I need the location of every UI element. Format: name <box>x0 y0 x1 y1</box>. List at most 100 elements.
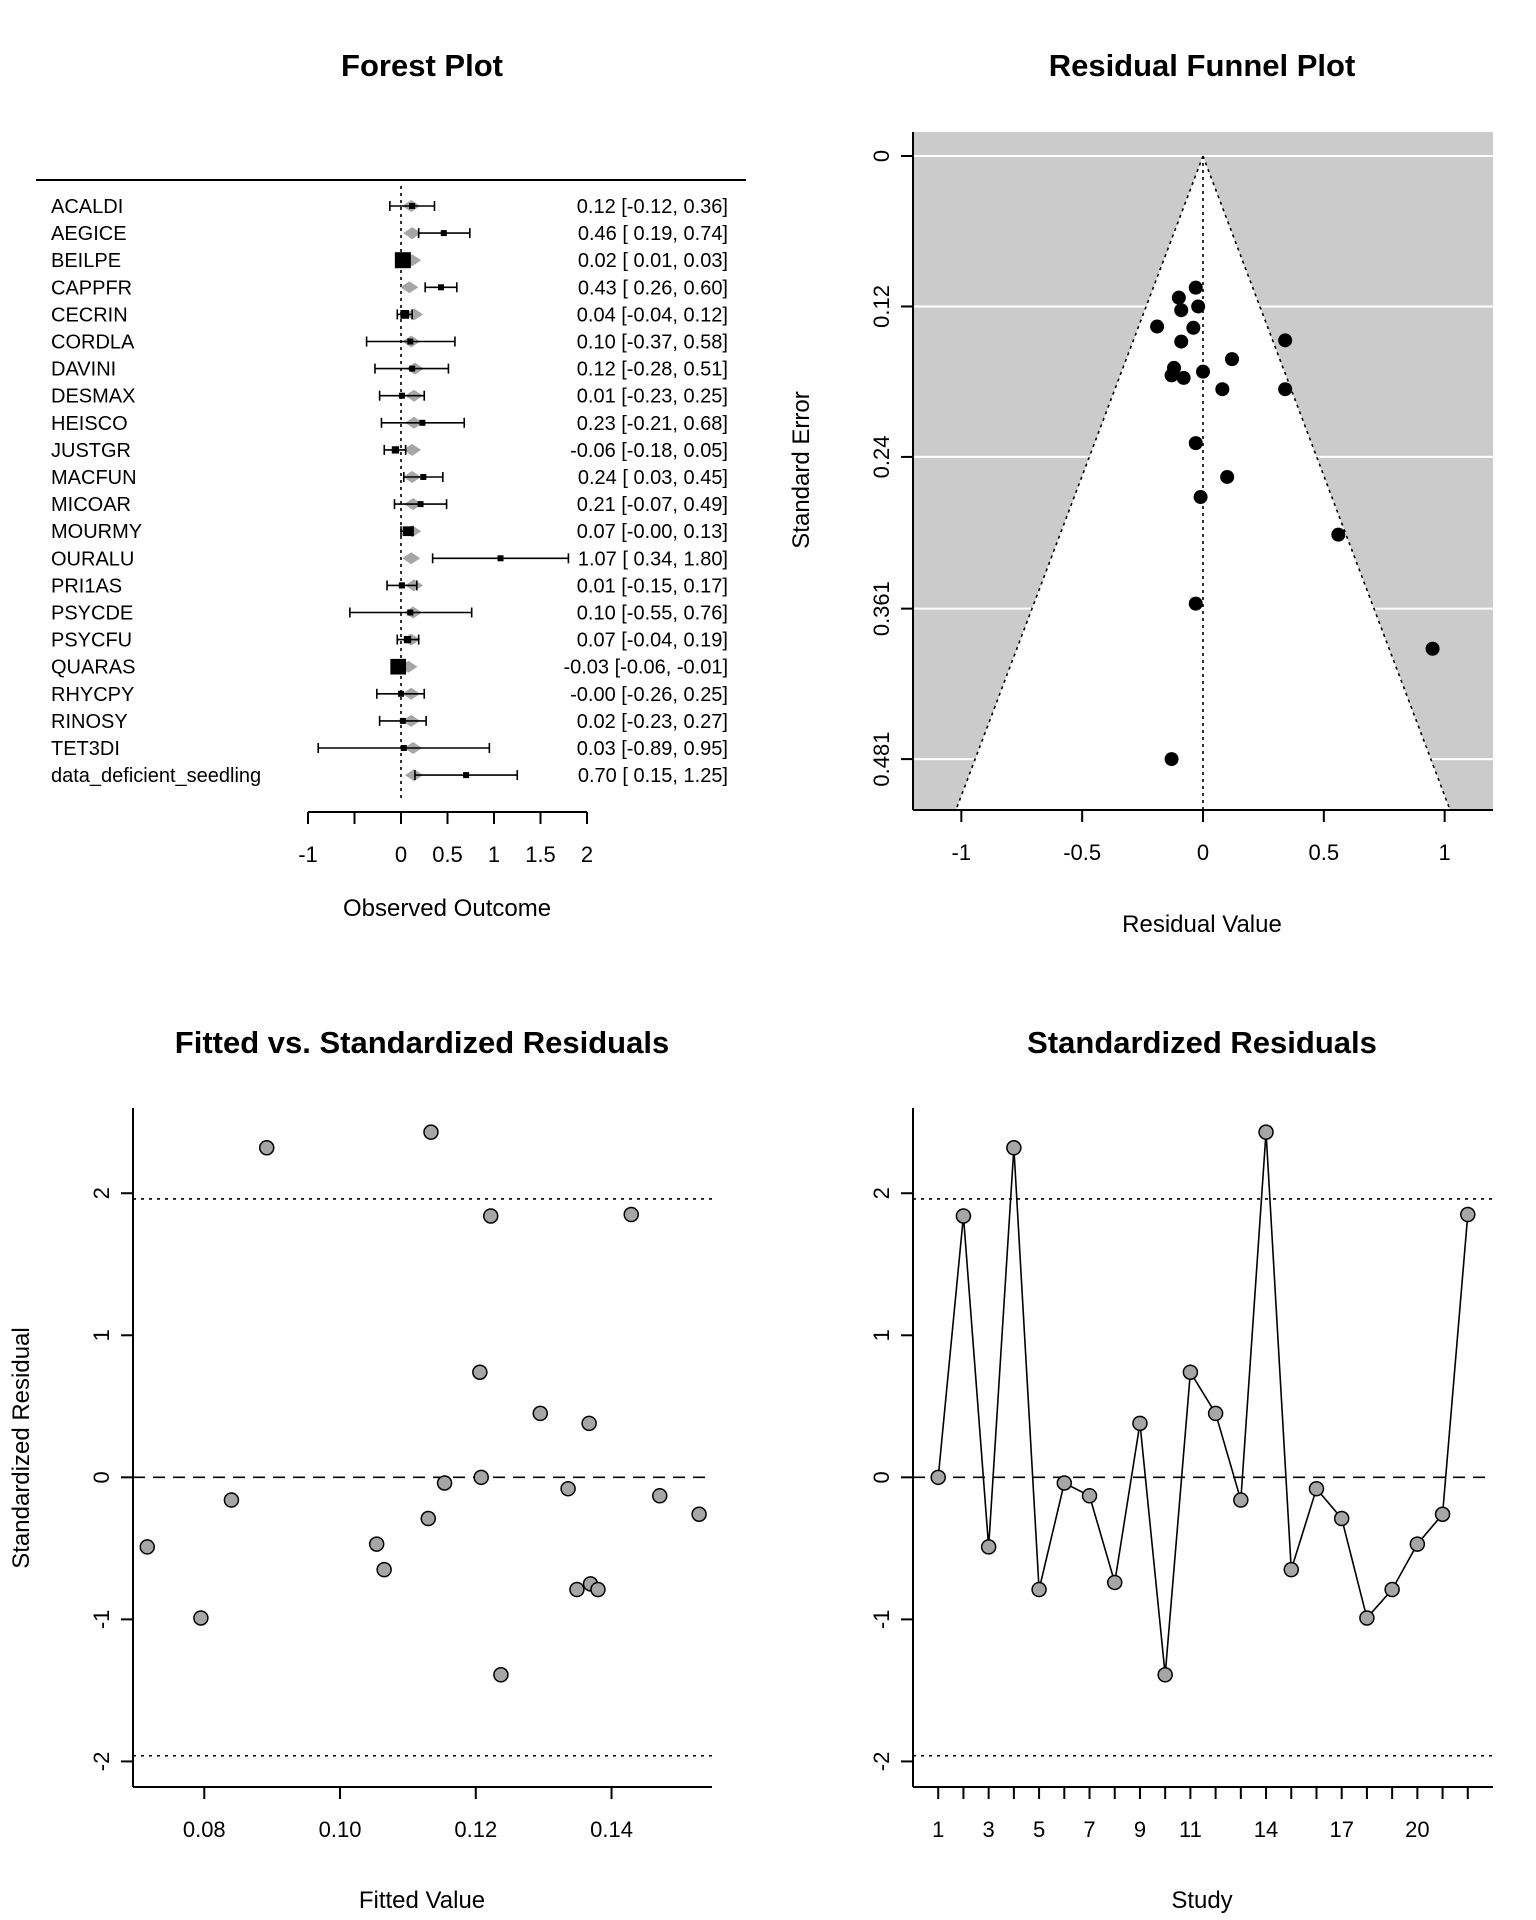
x-tick-label: 9 <box>1134 1817 1146 1842</box>
study-label: PRI1AS <box>51 575 122 597</box>
x-tick-label: 1 <box>1439 840 1451 865</box>
study-estimate-text: 0.10 [-0.37, 0.58] <box>577 332 728 354</box>
y-tick-label: -1 <box>89 1610 114 1630</box>
study-estimate-text: 0.03 [-0.89, 0.95] <box>577 738 728 760</box>
residual-point <box>691 1506 707 1523</box>
x-tick-label: 20 <box>1405 1817 1429 1842</box>
x-tick-label: 0.08 <box>183 1817 226 1842</box>
fitted-diamond <box>403 443 422 456</box>
residual-point <box>1132 1415 1148 1432</box>
y-tick-label: 0 <box>869 150 894 162</box>
study-label: RHYCPY <box>51 684 134 706</box>
funnel-point <box>1150 319 1165 334</box>
forest-xlabel: Observed Outcome <box>343 895 551 922</box>
study-label: DAVINI <box>51 359 116 381</box>
funnel-point <box>1191 299 1206 314</box>
residual-point <box>1081 1488 1098 1504</box>
study-label: CECRIN <box>51 304 128 326</box>
x-tick-label: 3 <box>983 1817 995 1842</box>
study-label: MOURMY <box>51 521 142 543</box>
residual-point <box>223 1492 240 1508</box>
residual-point <box>423 1124 439 1140</box>
study-label: OURALU <box>51 548 134 570</box>
residual-point <box>193 1610 209 1626</box>
x-tick-label: 0.5 <box>1309 840 1340 865</box>
funnel-ylabel: Standard Error <box>788 391 815 548</box>
x-tick-label: 1 <box>932 1817 944 1842</box>
study-estimate-text: -0.00 [-0.26, 0.25] <box>570 684 728 706</box>
estimate-square <box>417 501 424 508</box>
estimate-square <box>402 526 413 537</box>
x-tick-label: 0.12 <box>454 1817 497 1842</box>
funnel-point <box>1196 364 1210 379</box>
study-label: data_deficient_seedling <box>51 765 261 787</box>
residual-point <box>1207 1405 1224 1422</box>
x-tick-label: 14 <box>1254 1817 1278 1842</box>
study-label: TET3DI <box>51 738 120 760</box>
residual-point <box>980 1539 997 1555</box>
x-tick-label: 11 <box>1179 1817 1202 1842</box>
study-estimate-text: 0.12 [-0.28, 0.51] <box>577 359 728 381</box>
study-estimate-text: -0.03 [-0.06, -0.01] <box>563 657 728 679</box>
funnel-title: Residual Funnel Plot <box>1049 48 1356 83</box>
x-tick-label: 0.5 <box>432 842 463 867</box>
y-tick-label: 1 <box>869 1329 894 1341</box>
study-estimate-text: 0.02 [-0.23, 0.27] <box>577 711 728 733</box>
x-tick-label: 0 <box>1197 840 1209 865</box>
estimate-square <box>398 392 405 399</box>
funnel-point <box>1188 436 1203 451</box>
study-estimate-text: 0.46 [ 0.19, 0.74] <box>578 223 728 245</box>
x-tick-label: 7 <box>1083 1817 1095 1842</box>
forest-title: Forest Plot <box>341 48 503 83</box>
residual-point <box>1157 1667 1173 1683</box>
residual-point <box>1031 1581 1047 1598</box>
funnel-point <box>1425 641 1440 656</box>
residual-point <box>1233 1492 1249 1508</box>
estimate-square <box>390 658 407 675</box>
x-tick-label: -1 <box>298 842 318 867</box>
y-tick-label: 2 <box>89 1187 114 1199</box>
estimate-square <box>403 635 412 644</box>
x-tick-label: 0.14 <box>590 1817 633 1842</box>
study-estimate-text: 0.70 [ 0.15, 1.25] <box>578 765 728 787</box>
residual-point <box>1359 1610 1375 1626</box>
funnel-plot: 0 0.12 0.24 0.361 0.481 -1 -0.5 0 0.5 1 <box>869 132 1493 865</box>
estimate-square <box>391 446 400 454</box>
funnel-point <box>1186 320 1201 335</box>
study-label: DESMAX <box>51 386 135 408</box>
funnel-edge-right <box>1202 155 1451 811</box>
funnel-point <box>1193 490 1208 505</box>
residual-point <box>1333 1510 1350 1527</box>
residual-point <box>1434 1506 1451 1523</box>
study-label: BEILPE <box>51 250 121 272</box>
residual-point <box>493 1667 509 1683</box>
y-tick-label: 0 <box>89 1471 114 1483</box>
residual-point <box>1182 1364 1199 1380</box>
estimate-square <box>440 230 447 237</box>
x-tick-label: 0.10 <box>319 1817 362 1842</box>
funnel-point <box>1215 382 1230 397</box>
study-estimate-text: 0.12 [-0.12, 0.36] <box>577 196 728 218</box>
x-tick-label: 2 <box>581 842 593 867</box>
estimate-square <box>419 419 426 426</box>
study-label: MICOAR <box>51 494 131 516</box>
residual-point <box>473 1469 489 1486</box>
fitted-ylabel: Standardized Residual <box>8 1327 35 1569</box>
residual-point <box>368 1536 385 1552</box>
residual-point <box>651 1488 668 1504</box>
study-label: MACFUN <box>51 467 137 489</box>
funnel-point <box>1174 334 1189 349</box>
residual-point <box>930 1469 946 1486</box>
estimate-square <box>409 365 416 372</box>
y-tick-label: -2 <box>89 1752 114 1772</box>
funnel-region <box>955 156 1451 810</box>
fitted-xlabel: Fitted Value <box>359 1887 485 1914</box>
residual-point <box>1409 1536 1426 1552</box>
stdres-xlabel: Study <box>1171 1887 1232 1914</box>
study-label: CORDLA <box>51 332 135 354</box>
x-tick-label: 1.5 <box>525 842 556 867</box>
funnel-point <box>1188 596 1203 611</box>
estimate-square <box>407 609 414 616</box>
y-tick-label: 1 <box>89 1329 114 1341</box>
funnel-point <box>1188 280 1203 295</box>
